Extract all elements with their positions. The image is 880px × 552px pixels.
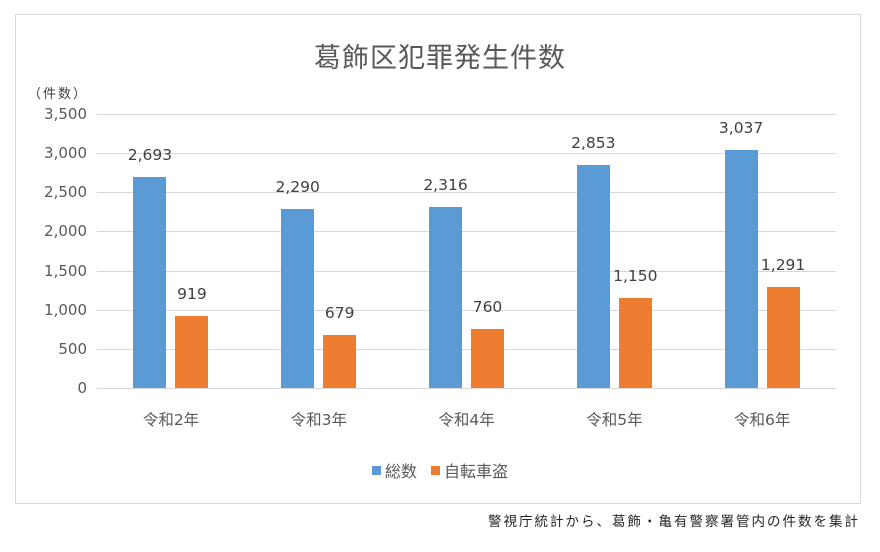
bar-bicycle-theft (471, 328, 504, 388)
data-label: 2,853 (571, 133, 616, 152)
x-tick-label: 令和4年 (438, 411, 495, 429)
gridline (97, 114, 836, 115)
gridline (97, 153, 836, 155)
legend-swatch-blue-icon (371, 465, 381, 475)
data-label: 679 (324, 303, 355, 322)
legend-item-bicycle-theft: 自転車盗 (431, 458, 508, 482)
data-label: 919 (177, 285, 207, 304)
gridline (97, 309, 836, 311)
y-tick-label: 1,500 (44, 261, 87, 280)
gridline (97, 388, 836, 389)
data-label: 2,316 (423, 175, 468, 194)
legend-label-bicycle-theft: 自転車盗 (444, 462, 509, 481)
bar-total (281, 208, 315, 388)
gridline (97, 192, 836, 194)
data-label: 2,290 (275, 177, 320, 196)
x-tick-label: 令和5年 (586, 411, 643, 429)
y-tick-label: 500 (58, 339, 87, 358)
chart-title: 葛飾区犯罪発生件数 (314, 43, 566, 74)
bar-total (133, 177, 167, 388)
y-tick-label: 3,000 (44, 144, 87, 163)
bar-total (576, 164, 610, 388)
y-tick-label: 0 (77, 379, 87, 397)
legend-swatch-orange-icon (431, 465, 440, 475)
bar-bicycle-theft (175, 316, 209, 388)
data-label: 2,693 (127, 146, 173, 165)
data-label: 760 (472, 297, 503, 316)
y-tick-label: 2,500 (44, 183, 87, 202)
bar-bicycle-theft (618, 297, 652, 388)
legend-label-total: 総数 (384, 462, 417, 481)
x-tick-label: 令和3年 (290, 411, 347, 429)
x-tick-label: 令和2年 (142, 411, 200, 429)
data-label: 3,037 (718, 119, 764, 138)
gridline (97, 348, 836, 350)
bar-total (724, 150, 758, 388)
x-tick-label: 令和6年 (734, 411, 791, 429)
gridline (97, 231, 836, 233)
bar-bicycle-theft (766, 286, 800, 388)
bar-bicycle-theft (323, 334, 357, 388)
gridline (97, 270, 836, 272)
source-note: 警視庁統計から、葛飾・亀有警察署管内の件数を集計 (488, 514, 860, 530)
legend-item-total: 総数 (371, 458, 417, 482)
data-label: 1,291 (760, 255, 806, 274)
y-tick-label: 1,000 (44, 300, 87, 319)
data-label: 1,150 (613, 266, 658, 285)
bar-total (429, 206, 462, 388)
legend: 総数 自転車盗 (0, 458, 880, 482)
y-axis-unit-label: （件数） (28, 87, 89, 102)
plot-area: 2,693 919 2,290 679 2,316 760 2,853 1,150 3,037 1… (97, 114, 836, 389)
y-tick-label: 3,500 (44, 105, 87, 123)
y-tick-label: 2,000 (44, 222, 87, 241)
